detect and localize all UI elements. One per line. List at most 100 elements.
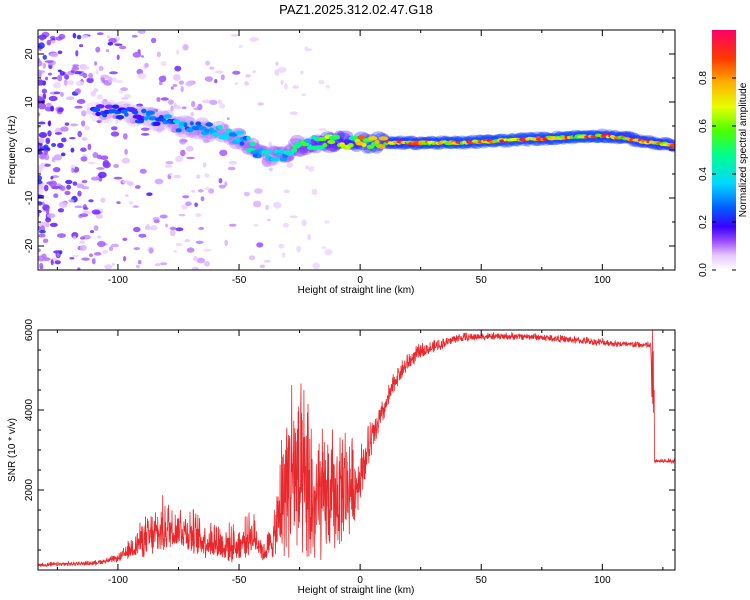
- spectral-noise-blob: [71, 254, 79, 258]
- spectral-noise-blob: [277, 66, 287, 73]
- spectral-noise-blob: [46, 39, 52, 46]
- spectral-noise-blob: [43, 144, 49, 151]
- spectral-noise-blob: [72, 181, 78, 186]
- spectral-noise-blob: [122, 180, 131, 184]
- spectral-ridge-blob: [145, 110, 155, 115]
- spectral-ridge-blob: [261, 150, 270, 155]
- spectral-ridge-blob: [235, 137, 240, 142]
- spectral-noise-blob: [208, 188, 215, 194]
- spectral-noise-blob: [57, 208, 65, 213]
- spectral-noise-blob: [172, 74, 181, 81]
- colorbar: 0.0 0.2 0.4 0.6 0.8 Normalized spectral ampl…: [698, 30, 749, 277]
- spectral-noise-blob: [84, 125, 90, 131]
- spectral-noise-blob: [84, 66, 90, 70]
- spectral-noise-blob: [82, 72, 88, 79]
- spectral-noise-blob: [132, 205, 139, 208]
- spectral-noise-blob: [75, 81, 85, 86]
- spectral-noise-blob: [95, 46, 101, 53]
- spectral-ridge-blob: [198, 126, 207, 131]
- spectral-noise-blob: [39, 221, 48, 228]
- spectral-noise-blob: [69, 137, 76, 140]
- spectral-noise-blob: [308, 166, 315, 172]
- spectral-noise-blob: [272, 201, 282, 209]
- spectrogram-ytick-label: 20: [24, 48, 35, 60]
- spectral-ridge-blob: [143, 116, 149, 121]
- spectral-noise-blob: [45, 217, 52, 223]
- spectral-noise-blob: [268, 141, 272, 149]
- spectral-ridge-blob: [153, 121, 161, 127]
- snr-xtick-label: -100: [108, 575, 128, 586]
- spectral-noise-blob: [64, 190, 71, 196]
- spectral-noise-blob: [52, 167, 61, 173]
- spectral-noise-blob: [185, 81, 194, 87]
- spectral-noise-blob: [165, 161, 174, 165]
- spectral-noise-blob: [321, 246, 327, 249]
- spectral-noise-blob: [283, 83, 288, 90]
- spectral-noise-blob: [318, 128, 328, 132]
- spectral-noise-blob: [160, 61, 167, 67]
- spectral-noise-blob: [60, 152, 66, 157]
- spectral-noise-blob: [63, 79, 68, 86]
- spectrogram-ytick-label: 10: [24, 96, 35, 108]
- spectral-noise-blob: [72, 64, 80, 67]
- spectral-noise-blob: [280, 79, 284, 85]
- spectral-noise-blob: [244, 81, 249, 86]
- spectral-noise-blob: [111, 126, 118, 131]
- spectral-noise-blob: [301, 93, 307, 97]
- spectral-noise-blob: [41, 88, 48, 94]
- spectral-noise-blob: [125, 194, 129, 197]
- spectral-noise-blob: [47, 120, 51, 126]
- spectral-ridge-blob: [163, 114, 172, 119]
- spectral-noise-blob: [256, 242, 264, 248]
- spectral-noise-blob: [122, 237, 128, 241]
- spectral-noise-blob: [94, 252, 102, 256]
- spectral-noise-blob: [173, 103, 177, 108]
- spectral-ridge-halo: [513, 132, 529, 145]
- spectral-noise-blob: [149, 225, 158, 231]
- spectral-noise-blob: [90, 90, 97, 97]
- spectral-noise-blob: [66, 184, 72, 190]
- spectral-noise-blob: [58, 201, 68, 208]
- spectral-noise-blob: [38, 60, 43, 67]
- colorbar-tick-label: 0.0: [698, 263, 709, 277]
- snr-xtick-label: -50: [232, 575, 247, 586]
- spectral-noise-blob: [203, 248, 212, 252]
- spectral-noise-blob: [119, 90, 123, 94]
- spectral-ridge-blob: [374, 139, 380, 145]
- spectral-noise-blob: [159, 262, 168, 266]
- spectral-noise-blob: [170, 105, 174, 112]
- colorbar-tick-label: 0.8: [698, 71, 709, 85]
- spectral-noise-blob: [50, 259, 54, 266]
- spectral-noise-blob: [173, 250, 178, 253]
- spectral-noise-blob: [39, 262, 44, 270]
- spectral-noise-blob: [137, 30, 146, 34]
- spectral-noise-blob: [81, 35, 89, 39]
- spectral-noise-blob: [72, 235, 77, 240]
- spectral-noise-blob: [307, 233, 311, 241]
- spectral-noise-blob: [278, 243, 285, 249]
- spectral-noise-blob: [226, 117, 230, 120]
- spectral-ridge-blob: [366, 144, 375, 149]
- spectral-noise-blob: [71, 167, 75, 173]
- spectral-ridge-halo: [188, 129, 206, 140]
- spectral-noise-blob: [292, 85, 300, 89]
- spectral-noise-blob: [100, 77, 105, 82]
- spectral-noise-blob: [182, 195, 190, 199]
- spectral-noise-blob: [82, 154, 88, 157]
- spectral-noise-blob: [71, 66, 80, 71]
- spectral-ridge-blob: [361, 142, 367, 147]
- spectral-noise-blob: [135, 185, 141, 189]
- spectral-noise-blob: [46, 102, 52, 108]
- snr-ytick-label: 6000: [24, 318, 35, 341]
- spectral-noise-blob: [45, 207, 50, 214]
- spectral-noise-blob: [197, 213, 202, 217]
- spectral-noise-blob: [202, 162, 207, 168]
- spectral-noise-blob: [268, 167, 273, 172]
- colorbar-label: Normalized spectral amplitude: [738, 82, 749, 217]
- spectral-noise-blob: [174, 65, 182, 72]
- spectral-noise-blob: [121, 157, 130, 164]
- spectral-noise-blob: [156, 126, 162, 134]
- spectral-noise-blob: [98, 65, 104, 71]
- spectral-noise-blob: [48, 95, 58, 102]
- spectrogram-xlabel: Height of straight line (km): [298, 285, 415, 296]
